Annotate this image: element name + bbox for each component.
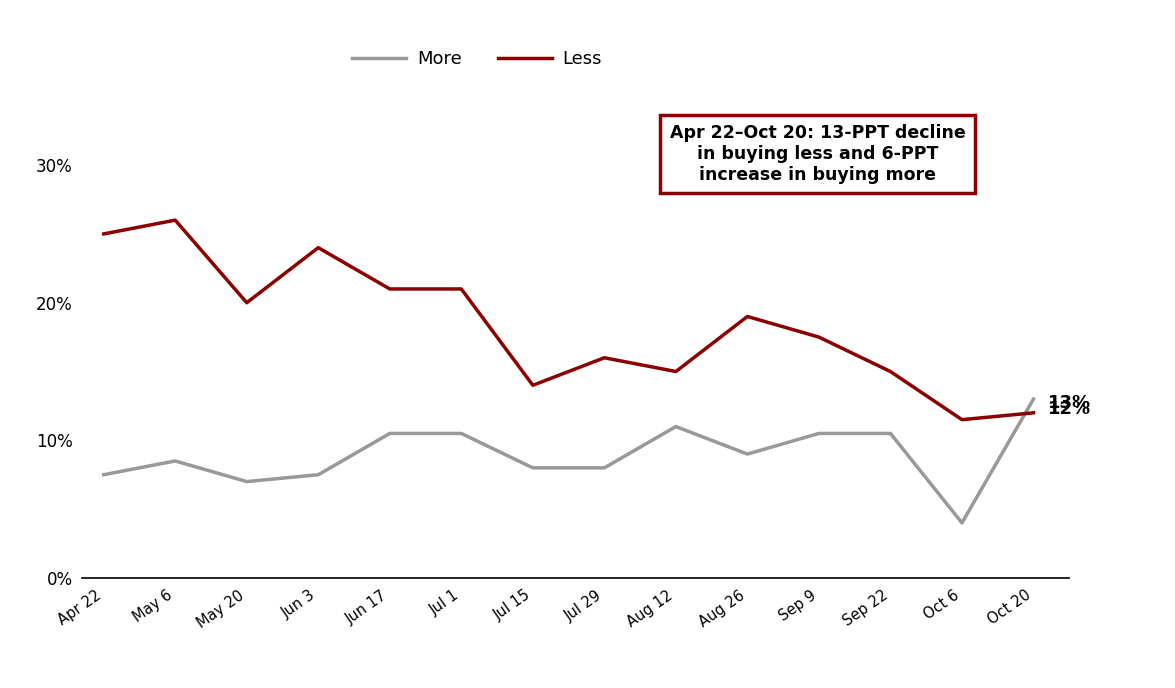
Text: 12%: 12% <box>1048 400 1090 418</box>
Text: Apr 22–Oct 20: 13-PPT decline
in buying less and 6-PPT
increase in buying more: Apr 22–Oct 20: 13-PPT decline in buying … <box>670 125 966 184</box>
Text: 13%: 13% <box>1048 394 1090 412</box>
Text: Figure 2. All Respondents: Buying More/Less in the Electronics Category than Pre: Figure 2. All Respondents: Buying More/L… <box>14 28 934 46</box>
Text: Respondents): Respondents) <box>14 72 149 90</box>
Legend: More, Less: More, Less <box>344 43 610 75</box>
